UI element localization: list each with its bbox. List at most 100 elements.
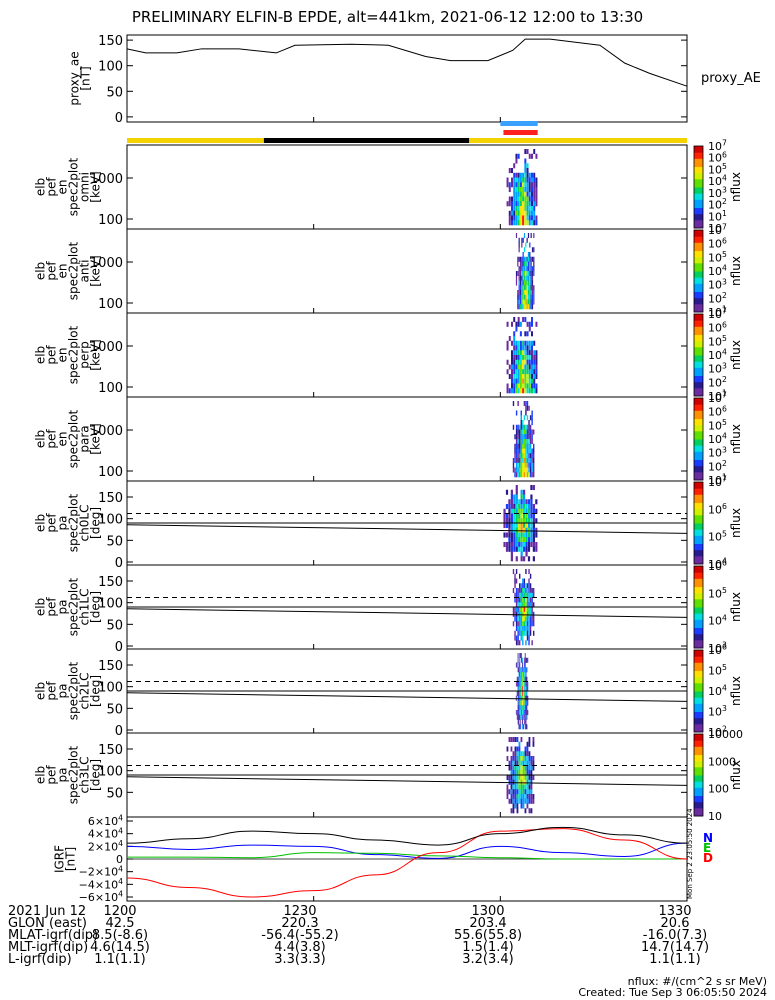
colorbar-cell	[694, 590, 703, 594]
spectrogram-cell	[512, 751, 515, 757]
spectrogram-cell	[531, 472, 533, 478]
spectrogram-cell	[517, 172, 520, 178]
spectrogram-cell	[522, 578, 524, 584]
colorbar-cell	[694, 213, 703, 217]
spectrogram-cell	[518, 672, 520, 678]
spectrogram-cell	[530, 518, 533, 524]
footer-row-value: 55.6(55.8)	[453, 928, 523, 943]
colorbar-cell	[694, 375, 703, 379]
spectrogram-cell	[511, 206, 513, 212]
footer-row-label: GLON (east)	[8, 916, 87, 931]
colorbar-tick-label: 104	[708, 348, 727, 362]
spectrogram-cell	[521, 280, 523, 286]
spectrogram-cell	[522, 803, 525, 809]
spectrogram-cell	[514, 443, 516, 449]
spectrogram-cell	[526, 201, 529, 207]
spectrogram-cell	[525, 691, 527, 697]
spectrogram-cell	[533, 616, 535, 622]
pitch-angle-tick-label: 150	[98, 491, 123, 506]
spectrogram-cell	[528, 602, 530, 608]
spectrogram-cell	[533, 355, 536, 361]
colorbar-cell	[694, 703, 703, 706]
spectrogram-cell	[522, 765, 525, 771]
colorbar-tick-label: 104	[708, 557, 727, 571]
spectrogram-cell	[528, 760, 531, 766]
colorbar-cell	[694, 379, 703, 383]
ylabel-line: elb	[34, 178, 48, 196]
colorbar-cell	[694, 615, 703, 618]
spectrogram-cell	[533, 453, 535, 459]
colorbar-cell	[694, 709, 703, 712]
spectrogram-cell	[533, 177, 536, 183]
spectrogram-cell	[510, 518, 513, 524]
spectrogram-cell	[513, 369, 516, 375]
colorbar-cell	[694, 559, 703, 563]
spectrogram-cell	[533, 261, 535, 267]
spectrogram-cell	[508, 537, 511, 543]
spectrogram-cell	[515, 499, 518, 505]
spectrogram-cell	[526, 691, 528, 697]
spectrogram-cell	[517, 350, 520, 356]
spectrogram-cell	[530, 765, 533, 771]
spectrogram-cell	[528, 359, 531, 365]
spectrogram-cell	[532, 546, 535, 552]
spectrogram-cell	[522, 271, 524, 277]
colorbar-cell	[694, 580, 703, 583]
ylabel-line: pef	[45, 765, 59, 785]
spectrogram-cell	[531, 597, 533, 603]
colorbar-cell	[694, 469, 703, 473]
spectrogram-cell	[524, 662, 526, 668]
spectrogram-cell	[521, 275, 523, 281]
spectrogram-cell	[520, 551, 523, 557]
colorbar-cell	[694, 621, 703, 624]
spectrogram-cell	[528, 326, 531, 332]
spectrogram-cell	[517, 182, 520, 188]
spectrogram-cell	[526, 583, 529, 589]
spectrogram-cell	[510, 489, 513, 495]
spectrogram-cell	[506, 369, 509, 375]
spectrogram-cell	[522, 429, 524, 435]
colorbar-cell	[694, 193, 703, 196]
colorbar-cell	[694, 736, 703, 739]
ylabel-line: elb	[34, 766, 48, 784]
colorbar-cell	[694, 623, 703, 626]
colorbar-cell	[694, 355, 703, 358]
spectrogram-cell	[522, 210, 525, 216]
colorbar-cell	[694, 432, 703, 436]
colorbar-cell	[694, 502, 703, 506]
spectrogram-cell	[527, 681, 529, 687]
spectrogram-cell	[515, 424, 518, 430]
spectrogram-cell	[517, 304, 519, 310]
spectrogram-cell	[503, 532, 506, 538]
spectrogram-cell	[524, 691, 526, 697]
colorbar-cell	[694, 434, 703, 438]
spectrogram-cell	[520, 667, 522, 673]
spectrogram-cell	[510, 508, 513, 514]
orbit-marker	[503, 130, 538, 135]
spectrogram-cell	[518, 714, 520, 720]
colorbar-cell	[694, 641, 703, 645]
spectrogram-cell	[533, 247, 535, 253]
footer-row-value: 14.7(14.7)	[640, 940, 710, 955]
spectrogram-cell	[531, 153, 533, 159]
spectrogram-cell	[526, 602, 529, 608]
spectrogram-cell	[523, 714, 524, 720]
colorbar-cell	[694, 377, 703, 381]
spectrogram-cell	[517, 290, 519, 296]
spectrogram-cell	[519, 458, 521, 464]
spectrogram-cell	[517, 635, 519, 641]
spectrogram-cell	[514, 803, 517, 809]
spectrogram-cell	[533, 210, 536, 216]
spectrogram-cell	[514, 458, 516, 464]
colorbar-cell	[694, 625, 703, 628]
spectrogram-cell	[513, 499, 516, 505]
colorbar-cell	[694, 406, 703, 409]
spectrogram-cell	[519, 299, 522, 305]
spectrogram-cell	[519, 355, 522, 361]
spectrogram-cell	[518, 794, 521, 800]
spectrogram-cell	[520, 626, 522, 632]
spectrogram-cell	[529, 458, 532, 464]
colorbar-cell	[694, 766, 703, 770]
spectrogram-cell	[530, 537, 533, 543]
colorbar-cell	[694, 422, 703, 426]
